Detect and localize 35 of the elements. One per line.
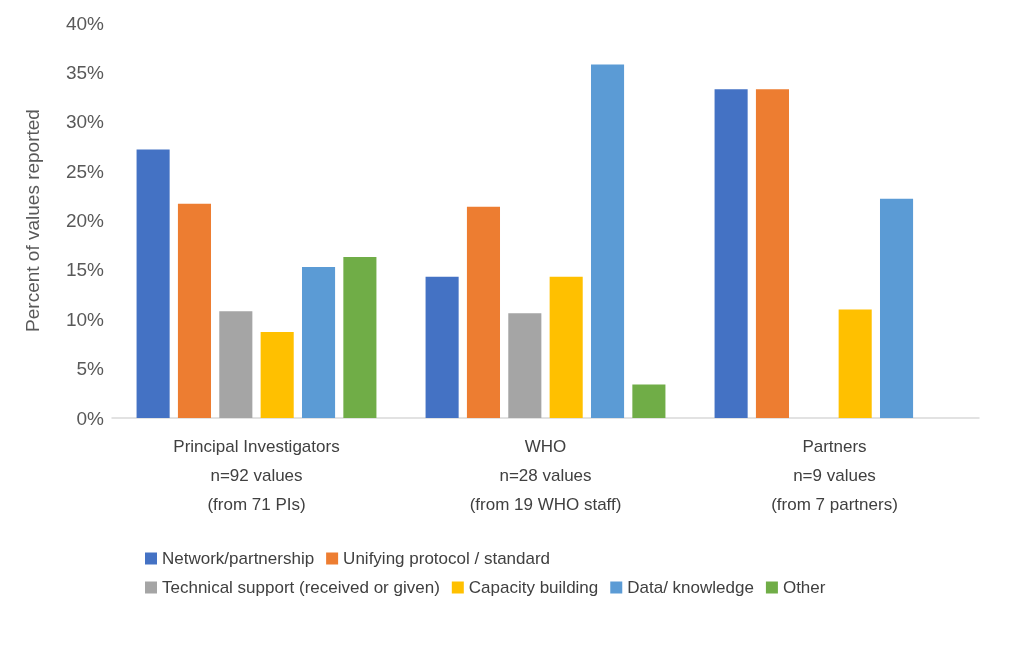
x-tick-label: Principal Investigators n=92 values (from 71 PIs) <box>173 437 340 514</box>
bar <box>219 311 253 418</box>
x-tick-label: Partners n=9 values (from 7 partners) <box>771 437 898 514</box>
legend-label: Technical support (received or given) <box>162 578 440 597</box>
bar <box>343 257 377 418</box>
bar <box>425 276 459 418</box>
y-axis-title: Percent of values reported <box>22 109 43 332</box>
bar <box>838 309 872 418</box>
y-tick-label: 25% <box>65 160 105 182</box>
y-tick-label: 0% <box>76 407 105 429</box>
y-tick-label: 10% <box>65 308 105 330</box>
y-tick-label: 20% <box>65 210 105 231</box>
bar <box>177 203 212 418</box>
bar <box>466 206 501 418</box>
legend-label: Network/partnership <box>162 549 315 568</box>
legend-label: Unifying protocol / standard <box>343 549 551 568</box>
legend-label: Data/ knowledge <box>627 578 754 597</box>
y-tick-label: 5% <box>76 358 105 380</box>
bar <box>632 384 666 418</box>
bar <box>549 276 583 418</box>
bar <box>136 149 170 418</box>
bar <box>508 313 542 418</box>
bar <box>590 64 625 418</box>
bar <box>755 89 790 418</box>
x-tick-label: WHO n=28 values (from 19 WHO staff) <box>469 437 622 514</box>
legend-label: Other <box>782 578 826 597</box>
bar <box>260 332 294 418</box>
bar <box>879 198 914 418</box>
bar <box>301 266 336 418</box>
y-tick-label: 15% <box>65 259 105 281</box>
y-tick-label: 40% <box>65 12 105 34</box>
y-tick-label: 35% <box>65 61 105 83</box>
y-tick-label: 30% <box>65 111 105 133</box>
bar <box>714 89 748 418</box>
legend-label: Capacity building <box>468 578 599 597</box>
